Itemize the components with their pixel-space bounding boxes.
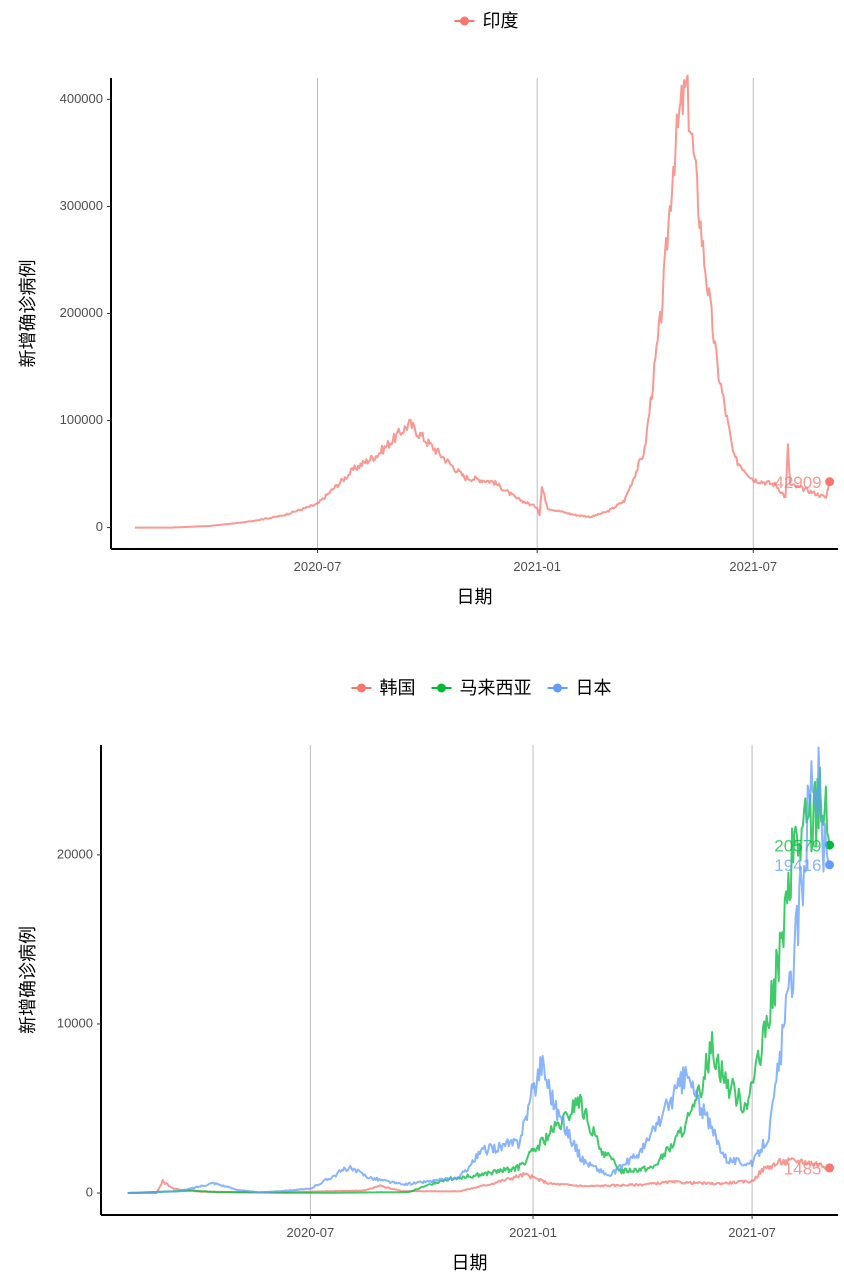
x-tick-label: 2020-07 <box>287 1225 335 1240</box>
x-tick-label: 2020-07 <box>294 559 342 574</box>
series-line-3 <box>127 746 831 1194</box>
y-axis-title: 新增确诊病例 <box>18 926 39 1034</box>
y-tick-label: 100000 <box>60 412 103 427</box>
chart-panel-1: 42909 0 100000 200000 300000 400000 2020-07 202… <box>18 11 838 608</box>
y-tick-label: 0 <box>86 1184 93 1199</box>
x-axis-title: 日期 <box>457 587 493 608</box>
legend-key-point <box>460 16 469 26</box>
series-line-1 <box>134 74 831 529</box>
x-tick-label: 2021-01 <box>513 559 561 574</box>
legend-key-point <box>553 683 562 693</box>
y-tick-label: 400000 <box>60 91 103 106</box>
series-end-label: 1485 <box>784 1159 822 1178</box>
series-line-2 <box>127 766 831 1194</box>
legend: 印度 <box>454 11 519 32</box>
series-end-point <box>825 1163 835 1173</box>
x-axis-title: 日期 <box>452 1253 488 1274</box>
series-end-label: 19416 <box>774 856 821 875</box>
y-axis-title: 新增确诊病例 <box>18 260 39 368</box>
legend: 韩国 马来西亚 日本 <box>351 678 612 699</box>
y-tick-label: 10000 <box>57 1015 93 1030</box>
x-tick-label: 2021-07 <box>728 1225 776 1240</box>
y-tick-label: 20000 <box>57 846 93 861</box>
legend-label: 马来西亚 <box>460 678 532 699</box>
x-tick-label: 2021-01 <box>509 1225 557 1240</box>
x-tick-label: 2021-07 <box>729 559 777 574</box>
series-end-point <box>825 477 835 487</box>
legend-label: 印度 <box>483 11 519 32</box>
y-tick-label: 300000 <box>60 198 103 213</box>
legend-key-point <box>437 683 446 693</box>
legend-key-point <box>357 683 366 693</box>
series-end-label: 20579 <box>774 837 821 856</box>
y-tick-label: 0 <box>96 519 103 534</box>
series-end-label: 42909 <box>774 473 821 492</box>
y-tick-label: 200000 <box>60 305 103 320</box>
legend-label: 日本 <box>576 678 612 699</box>
legend-label: 韩国 <box>380 678 416 699</box>
series-end-point <box>825 860 835 870</box>
